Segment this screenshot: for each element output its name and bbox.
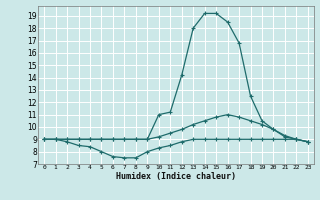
X-axis label: Humidex (Indice chaleur): Humidex (Indice chaleur): [116, 172, 236, 181]
